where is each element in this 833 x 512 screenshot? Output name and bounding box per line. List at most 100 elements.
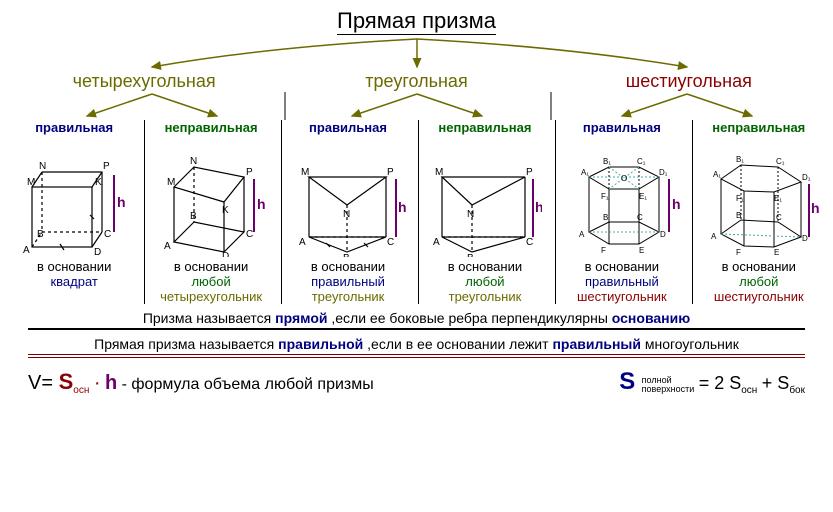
base-label: в основании xyxy=(282,259,414,274)
f2-osn: осн xyxy=(741,385,757,396)
base-label: в основании xyxy=(693,259,825,274)
cell-quad-regular: правильная h MN PK AB xyxy=(8,120,140,304)
cell-tri-regular: правильная h MPN ACB в основании правиль… xyxy=(281,120,414,304)
f1-S: S xyxy=(59,369,74,394)
svg-text:F: F xyxy=(736,248,741,257)
svg-text:K: K xyxy=(95,177,102,188)
f1-h: h xyxy=(105,372,117,394)
svg-text:A₁: A₁ xyxy=(713,170,721,179)
svg-text:K: K xyxy=(222,205,229,216)
svg-text:F₁: F₁ xyxy=(736,194,744,203)
base-shape: правильный xyxy=(282,274,414,289)
svg-text:A: A xyxy=(299,237,306,248)
def2-pre: Прямая призма называется xyxy=(94,336,278,352)
svg-text:C: C xyxy=(104,229,111,240)
svg-text:h: h xyxy=(257,196,266,212)
type-quad: четырехугольная xyxy=(8,71,280,92)
f1-V: V= xyxy=(28,372,59,394)
cell-hex-irregular: неправильная h A₁B₁C₁ D₁E₁F₁ ABC DEF в о… xyxy=(692,120,825,304)
svg-text:P: P xyxy=(103,161,110,172)
f1-Ssub: осн xyxy=(73,385,89,396)
svg-text:B₁: B₁ xyxy=(736,155,744,164)
svg-text:D: D xyxy=(94,247,101,257)
def2-kw1: правильной xyxy=(278,336,363,352)
svg-text:N: N xyxy=(343,209,350,220)
subtype-label: правильная xyxy=(556,120,688,135)
base-shape3: треугольник xyxy=(282,289,414,304)
svg-text:C: C xyxy=(637,213,643,222)
def1-kw1: прямой xyxy=(275,310,327,326)
h-label: h xyxy=(117,194,126,210)
surface-formula: S полной поверхности = 2 Sосн + Sбок xyxy=(619,368,805,396)
base-label: в основании xyxy=(556,259,688,274)
def1-mid: ,если ее боковые ребра перпендикулярны xyxy=(331,310,611,326)
base-shape3: шестиугольник xyxy=(693,289,825,304)
svg-text:M: M xyxy=(167,177,175,188)
base-shape3: четырехугольник xyxy=(145,289,277,304)
f1-desc: - формула объема любой призмы xyxy=(122,376,374,393)
base-label: в основании xyxy=(8,259,140,274)
svg-text:M: M xyxy=(435,167,443,178)
def2-post: многоугольник xyxy=(645,336,739,352)
subtype-label: правильная xyxy=(282,120,414,135)
type-hex: шестиугольная xyxy=(553,71,825,92)
svg-text:D: D xyxy=(802,234,808,243)
svg-text:A: A xyxy=(23,245,30,256)
def1-kw2: основанию xyxy=(612,310,690,326)
svg-text:C: C xyxy=(387,237,394,248)
svg-text:N: N xyxy=(467,209,474,220)
prism-quad-irregular: h MN PK AB CD xyxy=(154,137,269,257)
def2-kw2: правильный xyxy=(552,336,641,352)
prism-tri-regular: h MPN ACB xyxy=(291,137,406,257)
svg-text:M: M xyxy=(301,167,309,178)
cell-hex-regular: правильная h A₁ B xyxy=(555,120,688,304)
subtype-label: неправильная xyxy=(693,120,825,135)
svg-text:F: F xyxy=(601,246,606,255)
svg-text:N: N xyxy=(190,156,197,167)
type-tri: треугольная xyxy=(280,71,552,92)
definition-2: Прямая призма называется правильной ,есл… xyxy=(28,336,805,358)
svg-text:P: P xyxy=(387,167,394,178)
svg-text:E: E xyxy=(774,248,779,257)
f2-bok: бок xyxy=(789,385,805,396)
svg-text:P: P xyxy=(246,167,253,178)
svg-text:A₁: A₁ xyxy=(581,168,589,177)
root-branches xyxy=(17,37,817,71)
f2-S: S xyxy=(619,368,635,395)
svg-text:E: E xyxy=(639,246,644,255)
svg-text:B: B xyxy=(467,253,474,257)
svg-text:B₁: B₁ xyxy=(603,157,611,166)
prism-quad-regular: h MN PK AB CD xyxy=(17,137,132,257)
svg-text:C₁: C₁ xyxy=(637,157,646,166)
f2-sub2: поверхности xyxy=(642,384,695,394)
base-label: в основании xyxy=(145,259,277,274)
volume-formula: V= Sосн · h - формула объема любой призм… xyxy=(28,369,374,396)
svg-text:M: M xyxy=(27,177,35,188)
formulas-row: V= Sосн · h - формула объема любой призм… xyxy=(28,368,805,396)
svg-text:A: A xyxy=(164,241,171,252)
svg-text:C: C xyxy=(246,229,253,240)
svg-text:F₁: F₁ xyxy=(601,192,609,201)
svg-text:O: O xyxy=(621,174,627,183)
prism-hex-irregular: h A₁B₁C₁ D₁E₁F₁ ABC DEF xyxy=(696,137,821,257)
svg-text:E₁: E₁ xyxy=(639,192,647,201)
svg-text:h: h xyxy=(672,196,681,212)
cell-quad-irregular: неправильная h MN PK AB CD в основании л… xyxy=(144,120,277,304)
svg-text:B: B xyxy=(37,229,44,240)
svg-text:B: B xyxy=(343,253,350,257)
base-shape: любой xyxy=(419,274,551,289)
sub-branches xyxy=(17,92,817,120)
prism-tri-irregular: h MPN ACB xyxy=(427,137,542,257)
def1-pre: Призма называется xyxy=(143,310,275,326)
svg-text:C₁: C₁ xyxy=(776,157,785,166)
base-shape3: треугольник xyxy=(419,289,551,304)
svg-text:h: h xyxy=(811,200,820,216)
svg-text:D₁: D₁ xyxy=(802,173,811,182)
svg-text:P: P xyxy=(526,167,533,178)
svg-text:B: B xyxy=(603,213,608,222)
base-shape: любой xyxy=(145,274,277,289)
base-shape: правильный xyxy=(556,274,688,289)
base-shape3 xyxy=(8,289,140,304)
cell-tri-irregular: неправильная h MPN ACB в основании любой… xyxy=(418,120,551,304)
definition-1: Призма называется прямой ,если ее боковы… xyxy=(28,310,805,330)
